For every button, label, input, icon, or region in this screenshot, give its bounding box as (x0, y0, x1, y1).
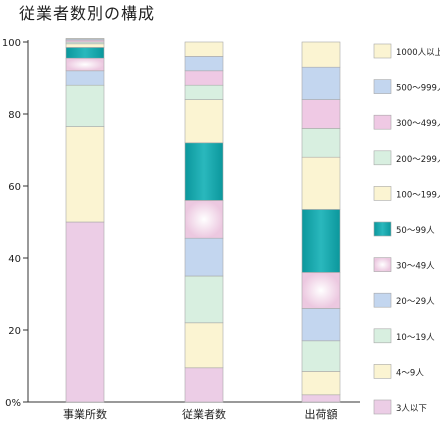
legend-swatch (373, 221, 392, 237)
x-category-label: 事業所数 (63, 408, 107, 421)
legend-label: 500～999人 (396, 84, 440, 94)
y-tick-label: 0% (5, 398, 21, 409)
legend-swatch (373, 43, 392, 59)
bar-segment (65, 43, 105, 48)
bar-segment (301, 41, 341, 68)
bar-segment (65, 38, 105, 40)
bar-segment (301, 308, 341, 342)
bar-segment (65, 57, 105, 72)
legend-label: 1000人以上 (396, 48, 440, 58)
legend-swatch (373, 399, 392, 415)
bar-segment (184, 367, 224, 403)
bar-segment (184, 41, 224, 57)
bar-segment (184, 84, 224, 100)
legend-label: 4～9人 (396, 368, 424, 378)
y-tick-label: 60 (8, 182, 21, 193)
bar-segment (65, 84, 105, 127)
legend-swatch (373, 186, 392, 201)
bar-segment (184, 237, 224, 277)
chart-title: 従業者数別の構成 (19, 4, 156, 23)
legend-swatch (373, 257, 392, 272)
legend-label: 20～29人 (396, 297, 435, 307)
x-category-label: 出荷額 (305, 407, 338, 421)
bar-segment (301, 99, 341, 129)
legend-swatch (373, 328, 392, 344)
legend-swatch (373, 114, 392, 130)
y-tick-label: 20 (8, 326, 21, 337)
bar-segment (184, 142, 224, 201)
bar-segment (184, 200, 224, 239)
bar-segment (184, 99, 224, 144)
legend-label: 10～19人 (396, 333, 435, 343)
y-tick-label: 80 (8, 110, 21, 121)
bar-segment (65, 126, 105, 223)
bar-segment (65, 70, 105, 86)
bar-segment (301, 371, 341, 396)
bar-segment (301, 128, 341, 158)
legend-swatch (373, 292, 392, 308)
bar-segment (184, 56, 224, 72)
legend-label: 100～199人 (396, 190, 440, 200)
bar-segment (301, 394, 341, 403)
bar-segment (301, 66, 341, 100)
bar-segment (65, 47, 105, 59)
bar-segment (301, 156, 341, 210)
bar-segment (184, 275, 224, 324)
bar-segment (301, 272, 341, 309)
bar-segment (184, 322, 224, 369)
legend-label: 300～499人 (396, 119, 440, 129)
bar-segment (301, 340, 341, 372)
x-category-label: 従業者数 (182, 408, 226, 421)
bar-segment (65, 221, 105, 403)
bar-segment (301, 209, 341, 273)
legend-label: 50～99人 (396, 226, 435, 236)
legend-swatch (373, 150, 392, 166)
y-tick-label: 100 (2, 38, 21, 49)
legend-swatch (373, 364, 392, 379)
y-tick-label: 40 (8, 254, 21, 265)
legend-label: 3人以下 (396, 404, 427, 414)
legend-label: 30～49人 (396, 262, 435, 272)
bar-segment (184, 70, 224, 86)
legend-label: 200～299人 (396, 155, 440, 165)
legend-swatch (373, 79, 392, 94)
